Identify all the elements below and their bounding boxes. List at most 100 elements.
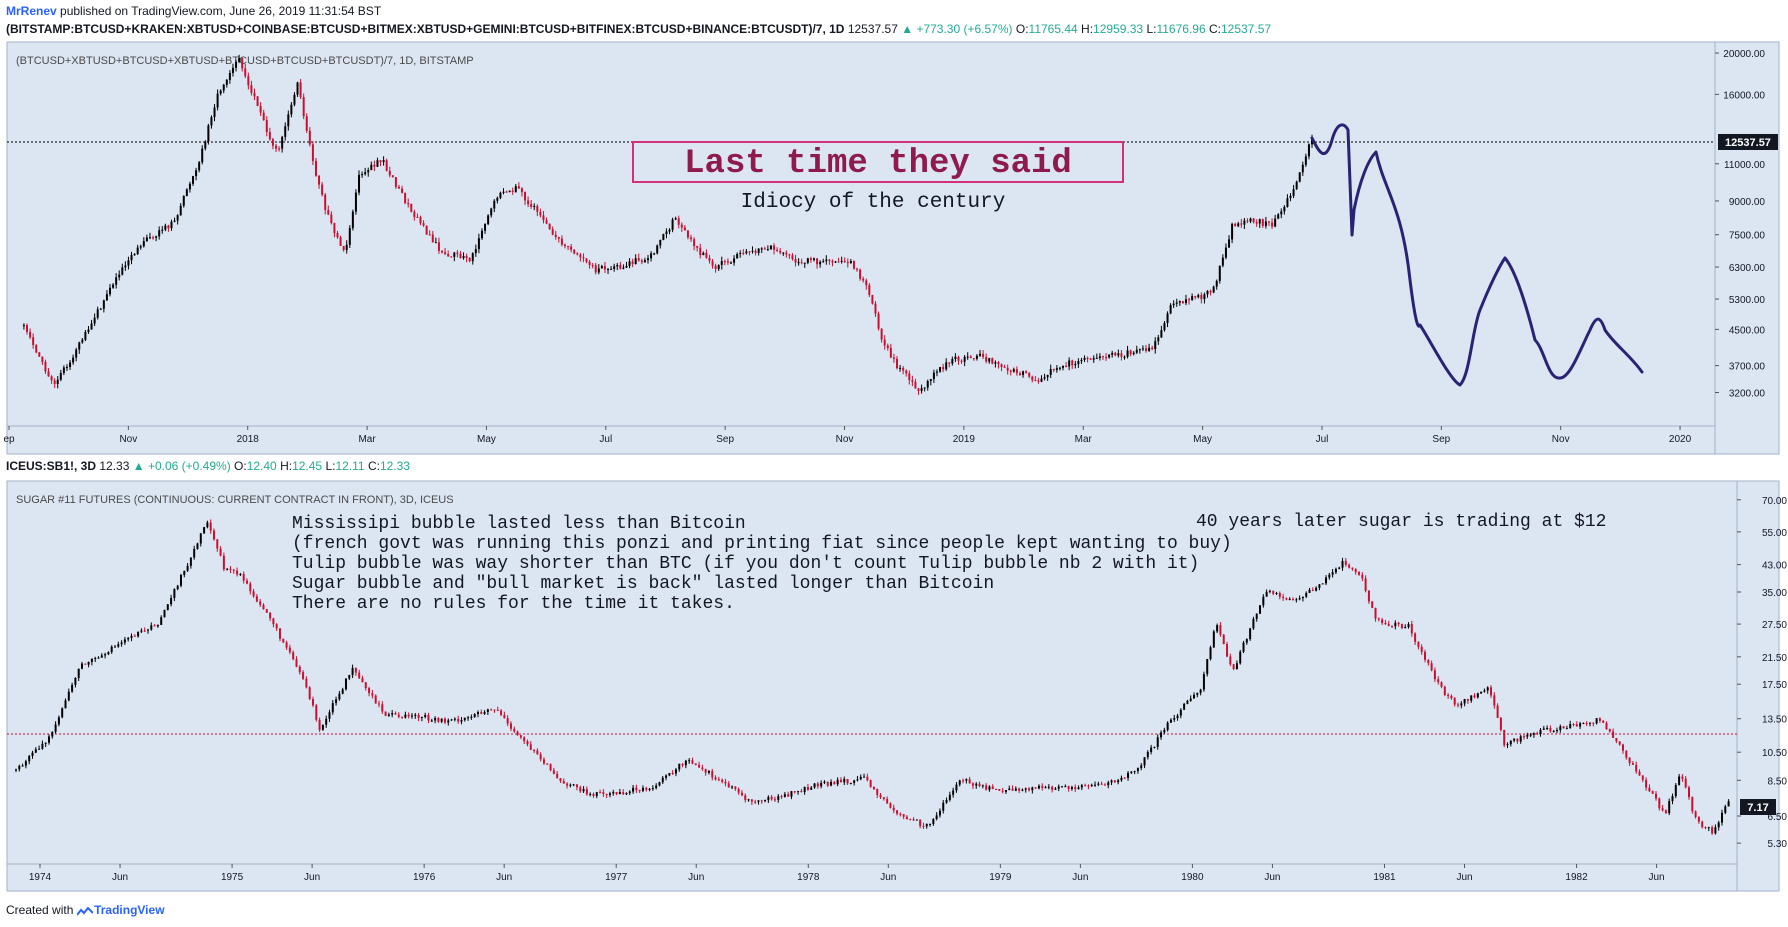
username-link[interactable]: MrRenev <box>6 4 57 18</box>
candle-body <box>585 789 588 795</box>
candle-body <box>960 360 963 362</box>
pane1-price-axis[interactable]: 20000.00 16000.00 11000.00 9000.00 7500.00 63… <box>1715 49 1765 400</box>
candle-body <box>1169 719 1172 723</box>
candle-body <box>1315 587 1318 591</box>
candle-body <box>53 380 56 384</box>
candle-body <box>570 246 573 250</box>
candle-body <box>487 215 490 225</box>
candle-body <box>1691 797 1694 812</box>
candle-body <box>1301 596 1304 599</box>
pane2-background[interactable] <box>6 480 1780 892</box>
candle-body <box>948 362 951 364</box>
candle-body <box>1552 730 1555 732</box>
x-tick-label: Nov <box>119 434 137 445</box>
candle-body <box>945 362 948 370</box>
candle-body <box>209 522 212 531</box>
candle-body <box>1157 337 1160 342</box>
candle-body <box>955 784 958 791</box>
symbol-name[interactable]: (BITSTAMP:BTCUSD+KRAKEN:XBTUSD+COINBASE:… <box>6 22 845 36</box>
candle-body <box>917 388 920 391</box>
candle-body <box>404 714 407 718</box>
candle-body <box>238 58 241 62</box>
candle-body <box>265 609 268 613</box>
candle-body <box>1200 294 1203 300</box>
candle-body <box>1259 605 1262 614</box>
candle-body <box>880 328 883 340</box>
candle-body <box>1221 257 1224 266</box>
candle-body <box>610 268 613 270</box>
candle-body <box>892 357 895 359</box>
candle-body <box>726 261 729 263</box>
candle-body <box>118 274 121 278</box>
candle-body <box>364 682 367 689</box>
candle-body <box>1173 718 1176 720</box>
candle-body <box>662 233 665 240</box>
open-value: 11765.44 <box>1028 22 1078 36</box>
x-tick-label: May <box>1193 434 1212 445</box>
candle-body <box>1140 765 1143 769</box>
candle-body <box>74 677 77 685</box>
candle-body <box>424 715 427 718</box>
candle-body <box>1212 631 1215 648</box>
candle-body <box>612 792 615 794</box>
candle-body <box>603 266 606 270</box>
candle-body <box>401 716 404 718</box>
projection-drawing[interactable] <box>1310 123 1644 387</box>
pane2-price-axis[interactable]: 70.00 55.00 43.00 35.00 27.50 21.50 17.50 13.50… <box>1737 496 1787 850</box>
candle-body <box>1133 771 1136 773</box>
candle-body <box>1089 358 1092 360</box>
candle-body <box>292 652 295 660</box>
candle-body <box>232 569 235 571</box>
candle-body <box>809 258 812 260</box>
candle-body <box>188 183 191 190</box>
candle-body <box>102 300 105 309</box>
footer-brand-link[interactable]: TradingView <box>94 903 165 917</box>
pane1-time-axis[interactable]: ep Nov 2018 Mar May Jul Sep Nov 2019 Mar May Jul Sep… <box>3 426 1692 445</box>
candle-body <box>1417 641 1420 647</box>
candle-body <box>428 234 431 236</box>
candle-body <box>327 209 330 215</box>
candle-body <box>536 750 539 755</box>
candle-body <box>1371 601 1374 608</box>
candle-body <box>773 245 776 250</box>
candle-body <box>483 711 486 714</box>
candle-body <box>1169 305 1172 314</box>
candle-body <box>61 708 64 718</box>
candle-body <box>1239 651 1242 664</box>
candle-body <box>1271 222 1274 227</box>
candle-body <box>1595 718 1598 724</box>
candle-body <box>724 781 727 784</box>
candle-body <box>164 225 167 230</box>
candle-body <box>797 262 800 264</box>
candle-body <box>954 356 957 359</box>
note-line-2: (french govt was running this ponzi and … <box>292 534 1232 554</box>
candle-body <box>413 211 416 217</box>
candle-body <box>401 188 404 193</box>
candle-body <box>176 585 179 590</box>
candle-body <box>453 718 456 720</box>
candle-body <box>348 228 351 245</box>
candle-body <box>96 309 99 318</box>
pane2-time-axis[interactable]: 1974 Jun 1975 Jun 1976 Jun 1977 Jun 1978 Jun 1979 J… <box>29 864 1665 883</box>
candle-body <box>262 112 265 121</box>
candle-body <box>658 782 661 786</box>
candle-body <box>711 260 714 266</box>
pane1-background[interactable] <box>6 41 1780 455</box>
candle-body <box>1065 365 1068 367</box>
candle-body <box>935 371 938 373</box>
open-label: O: <box>1015 22 1029 36</box>
candle-body <box>235 61 238 68</box>
annotation-box[interactable] <box>632 141 1124 183</box>
candle-body <box>38 748 41 750</box>
x-tick-label: ep <box>3 434 15 445</box>
candle-body <box>1132 352 1135 355</box>
candle-body <box>457 718 460 722</box>
candle-body <box>1130 771 1133 773</box>
candle-body <box>1216 625 1219 632</box>
candle-body <box>282 638 285 643</box>
candle-body <box>305 678 308 688</box>
symbol-name-2[interactable]: ICEUS:SB1!, 3D <box>6 459 97 473</box>
candle-body <box>668 772 671 776</box>
candle-body <box>1044 787 1047 789</box>
